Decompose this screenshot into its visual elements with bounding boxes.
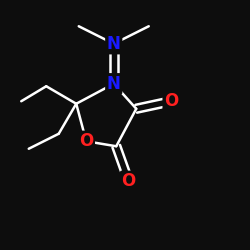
Text: O: O <box>79 132 94 150</box>
Text: N: N <box>107 75 121 93</box>
Text: O: O <box>122 172 136 190</box>
Text: N: N <box>107 35 121 53</box>
Text: O: O <box>164 92 178 110</box>
